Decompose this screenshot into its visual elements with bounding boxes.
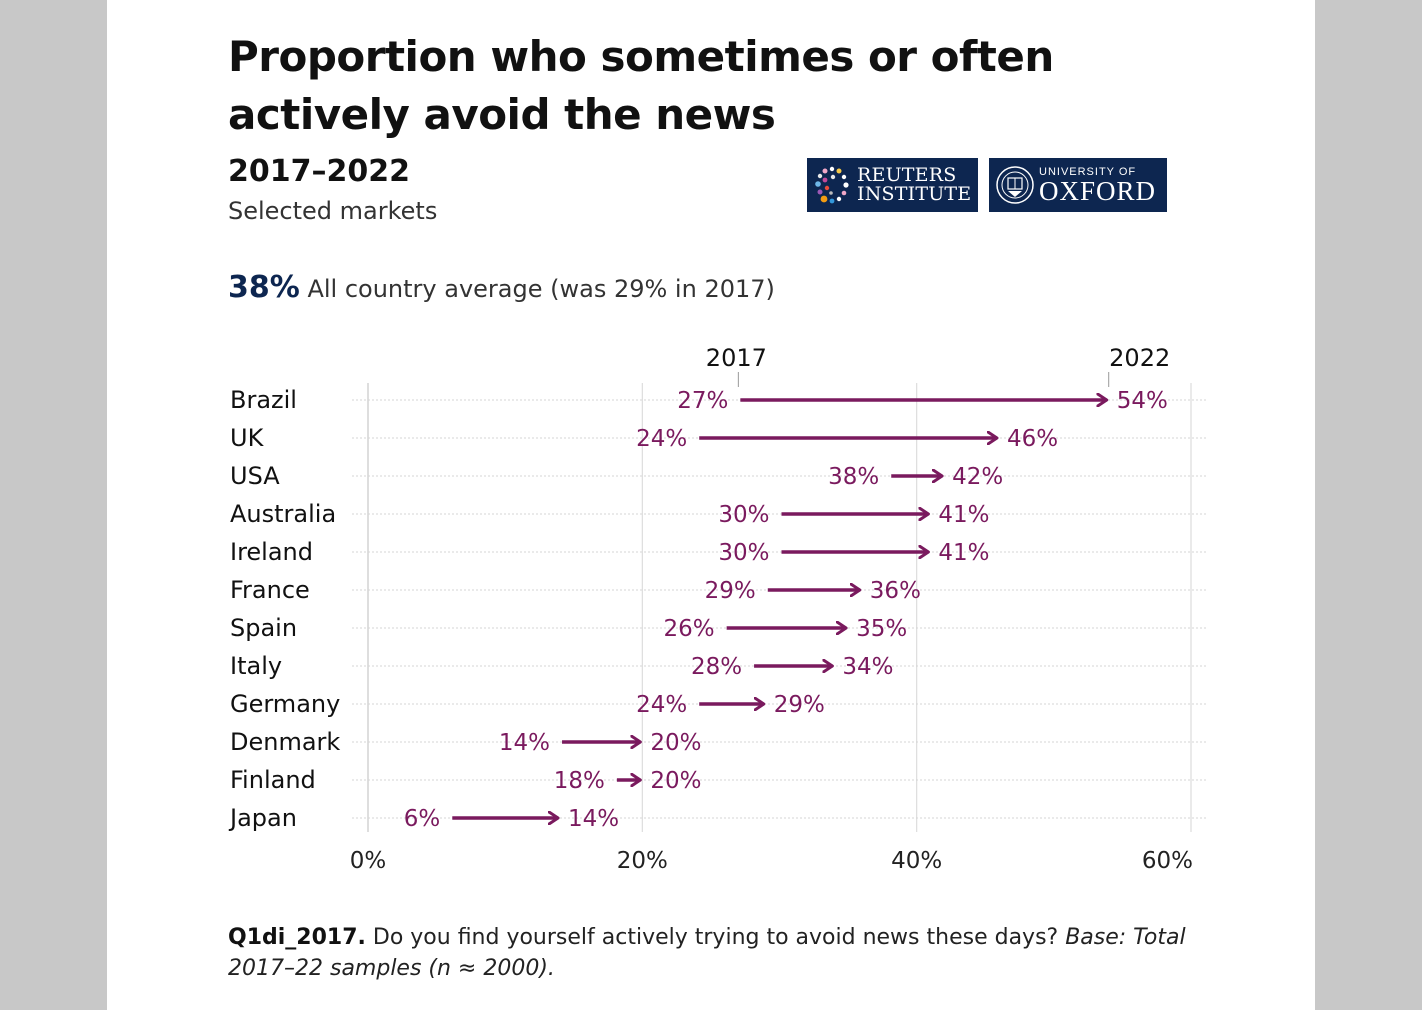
average-value: 38% xyxy=(228,270,300,305)
series-label-end: 2022 xyxy=(1109,344,1170,372)
reuters-line-2: INSTITUTE xyxy=(857,183,972,205)
footnote-question-text: Do you find yourself actively trying to … xyxy=(365,925,1066,950)
x-tick-label: 40% xyxy=(891,848,942,874)
end-value-label: 41% xyxy=(938,540,989,566)
category-label: Germany xyxy=(230,690,340,718)
category-label: USA xyxy=(230,462,280,490)
footnote-question-id: Q1di_2017. xyxy=(228,925,366,950)
average-text: All country average (was 29% in 2017) xyxy=(307,275,775,303)
footnote-base: Base: Total 2017–22 samples (n ≈ 2000). xyxy=(228,925,1186,981)
start-value-label: 24% xyxy=(636,426,687,452)
end-value-label: 46% xyxy=(1007,426,1058,452)
end-value-label: 20% xyxy=(650,730,701,756)
category-label: Japan xyxy=(228,804,297,832)
series-label-start: 2017 xyxy=(706,344,767,372)
x-tick-label: 20% xyxy=(617,848,668,874)
reuters-line-1: REUTERS xyxy=(857,164,957,186)
category-label: Brazil xyxy=(230,386,297,414)
category-label: Italy xyxy=(230,652,282,680)
dumbbell-chart: 0% 20% 40% 60% 2017 2022 Brazil 27% 54% UK 24% 46% U… xyxy=(228,344,1207,874)
start-value-label: 30% xyxy=(718,540,769,566)
start-value-label: 24% xyxy=(636,692,687,718)
end-value-label: 36% xyxy=(870,578,921,604)
average-callout: 38% All country average (was 29% in 2017… xyxy=(228,270,775,305)
x-tick-label: 60% xyxy=(1142,848,1193,874)
end-value-label: 34% xyxy=(842,654,893,680)
oxford-line-1: UNIVERSITY OF xyxy=(1039,166,1137,178)
start-value-label: 14% xyxy=(499,730,550,756)
chart-card: Proportion who sometimes or often active… xyxy=(107,0,1315,1010)
x-tick-label: 0% xyxy=(350,848,387,874)
end-value-label: 54% xyxy=(1117,388,1168,414)
oxford-crest-icon xyxy=(996,166,1034,204)
end-value-label: 35% xyxy=(856,616,907,642)
year-range: 2017–2022 xyxy=(228,154,410,189)
chart-title: Proportion who sometimes or often active… xyxy=(228,32,1054,139)
category-label: Spain xyxy=(230,614,297,642)
reuters-institute-logo: REUTERS INSTITUTE xyxy=(807,158,978,212)
category-label: Australia xyxy=(230,500,336,528)
start-value-label: 27% xyxy=(677,388,728,414)
oxford-logo: UNIVERSITY OF OXFORD xyxy=(989,158,1167,212)
end-value-label: 20% xyxy=(650,768,701,794)
start-value-label: 38% xyxy=(828,464,879,490)
start-value-label: 29% xyxy=(705,578,756,604)
chart-subtitle: Selected markets xyxy=(228,197,438,225)
category-label: France xyxy=(230,576,310,604)
category-label: Denmark xyxy=(230,728,340,756)
end-value-label: 41% xyxy=(938,502,989,528)
start-value-label: 18% xyxy=(554,768,605,794)
category-label: Ireland xyxy=(230,538,313,566)
footnote: Q1di_2017. Do you find yourself actively… xyxy=(228,922,1218,984)
category-label: Finland xyxy=(230,766,316,794)
end-value-label: 42% xyxy=(952,464,1003,490)
oxford-line-2: OXFORD xyxy=(1039,176,1157,206)
category-label: UK xyxy=(230,424,265,452)
start-value-label: 28% xyxy=(691,654,742,680)
start-value-label: 30% xyxy=(718,502,769,528)
end-value-label: 29% xyxy=(774,692,825,718)
start-value-label: 26% xyxy=(664,616,715,642)
start-value-label: 6% xyxy=(404,806,441,832)
reuters-dots-icon xyxy=(815,166,849,204)
end-value-label: 14% xyxy=(568,806,619,832)
